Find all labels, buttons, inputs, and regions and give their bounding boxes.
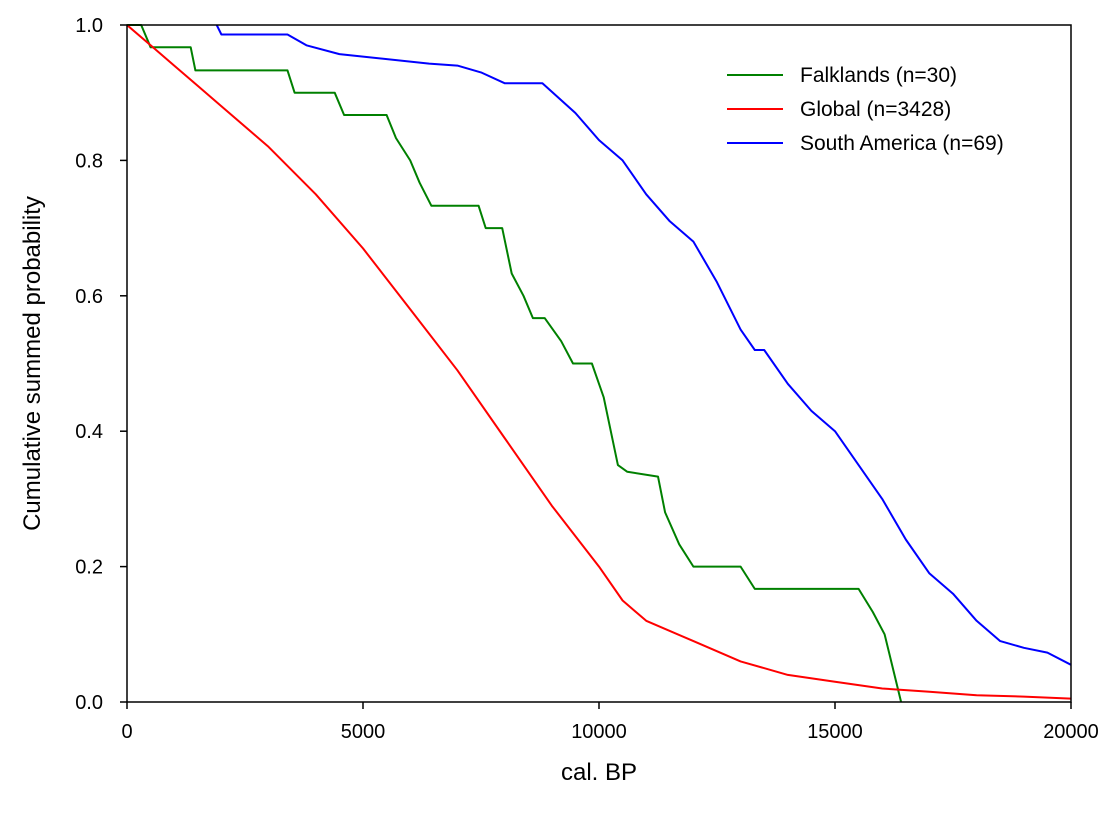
x-axis-ticks: 0 5000 10000 15000 20000 [121,702,1099,743]
legend-label-1: Global (n=3428) [800,98,951,121]
x-tick-label: 20000 [1043,721,1099,743]
y-tick-label: 1.0 [75,15,103,37]
series-line-0 [127,24,903,703]
series-line-2 [215,24,1072,666]
y-axis-ticks: 0.0 0.2 0.4 0.6 0.8 1.0 [75,15,127,714]
x-tick-label: 10000 [571,721,627,743]
legend-label-2: South America (n=69) [800,132,1004,155]
x-tick-label: 5000 [341,721,386,743]
x-axis-title: cal. BP [561,759,637,786]
y-tick-label: 0.4 [75,421,103,443]
y-tick-label: 0.0 [75,692,103,714]
series-line-1 [126,24,1072,700]
legend-label-0: Falklands (n=30) [800,64,957,87]
plot-series [126,24,1072,703]
y-tick-label: 0.2 [75,557,103,579]
y-tick-label: 0.6 [75,286,103,308]
plot-frame [126,24,1072,703]
y-axis-title: Cumulative summed probability [19,196,46,531]
x-tick-label: 0 [121,721,132,743]
legend: Falklands (n=30) Global (n=3428) South Ame… [727,64,1004,155]
x-tick-label: 15000 [807,721,863,743]
y-tick-label: 0.8 [75,150,103,172]
